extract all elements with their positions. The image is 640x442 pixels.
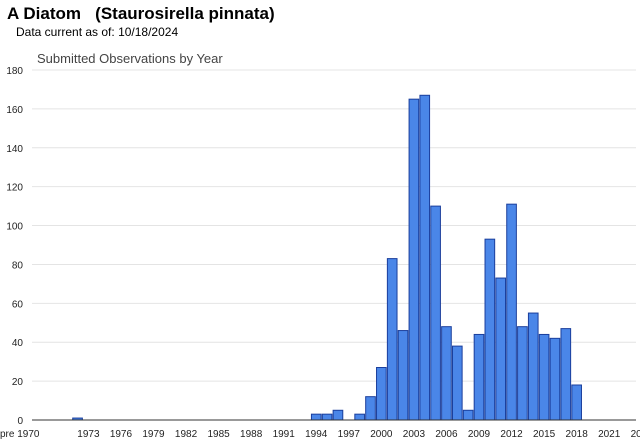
bar-2000: [376, 367, 387, 421]
x-tick-label: 1994: [305, 429, 328, 440]
x-tick-label: 2009: [468, 429, 491, 440]
x-tick-label: 1982: [175, 429, 198, 440]
x-tick-label: 2015: [533, 429, 556, 440]
bars: [72, 94, 582, 421]
x-tick-label: 1991: [273, 429, 296, 440]
data-current-label: Data current as of:: [16, 25, 115, 39]
bar-2009: [473, 333, 485, 421]
y-tick-labels: 0 20 40 60 80 100 120 140 160 180: [6, 66, 23, 427]
x-tick-label: 2003: [403, 429, 426, 440]
y-tick-label: 0: [17, 416, 23, 427]
species-title: A Diatom (Staurosirella pinnata): [7, 4, 275, 24]
x-tick-label: 2021: [598, 429, 621, 440]
gridlines: [32, 69, 636, 382]
y-tick-label: 40: [12, 338, 24, 349]
y-tick-label: 120: [6, 183, 23, 194]
x-tick-label: 2018: [566, 429, 589, 440]
bar-2007: [451, 345, 463, 421]
bar-2012: [506, 203, 517, 421]
x-tick-label: pre 1970: [0, 429, 40, 440]
x-tick-label: 1979: [142, 429, 165, 440]
x-tick-label: 2012: [500, 429, 523, 440]
y-tick-label: 100: [6, 222, 23, 233]
bar-2001: [386, 258, 398, 421]
y-tick-label: 180: [6, 66, 23, 77]
x-tick-label: 2006: [435, 429, 458, 440]
x-tick-label: 1976: [110, 429, 133, 440]
y-tick-label: 140: [6, 144, 23, 155]
x-tick-labels: pre 1970 1973 1976 1979 1982 1985 1988 1991 1994…: [0, 429, 640, 440]
bar-1995: [321, 413, 333, 421]
bar-1996: [332, 409, 344, 421]
x-tick-label: 1973: [77, 429, 100, 440]
bar-2004: [419, 94, 431, 421]
bar-2002: [397, 330, 409, 421]
bar-2011: [495, 277, 507, 421]
data-current-date: 10/18/2024: [118, 25, 179, 39]
x-tick-label: 1985: [207, 429, 230, 440]
bar-2018: [571, 384, 582, 421]
bar-2005: [430, 205, 441, 421]
bar-1998: [354, 413, 365, 421]
bar-2015: [538, 333, 550, 421]
bar-2013: [517, 326, 528, 421]
bar-2016: [549, 337, 561, 421]
species-scientific-name: (Staurosirella pinnata): [95, 4, 275, 23]
x-tick-label: 2000: [370, 429, 393, 440]
x-tick-label: 1997: [338, 429, 361, 440]
y-tick-label: 60: [12, 299, 24, 310]
y-tick-label: 160: [6, 105, 23, 116]
bar-1999: [365, 396, 376, 421]
data-current-line: Data current as of: 10/18/2024: [16, 25, 178, 39]
bar-2010: [484, 238, 496, 421]
y-tick-label: 20: [12, 377, 24, 388]
bar-2003: [408, 98, 420, 421]
bar-1994: [310, 413, 322, 421]
x-tick-label: 2024: [631, 429, 640, 440]
bar-2017: [560, 328, 572, 421]
bar-2006: [441, 326, 452, 421]
chart-title: Submitted Observations by Year: [37, 51, 223, 66]
bar-2014: [527, 312, 539, 421]
species-common-name: A Diatom: [7, 4, 81, 23]
bar-2008: [462, 409, 474, 421]
x-tick-label: 1988: [240, 429, 263, 440]
y-tick-label: 80: [12, 260, 24, 271]
